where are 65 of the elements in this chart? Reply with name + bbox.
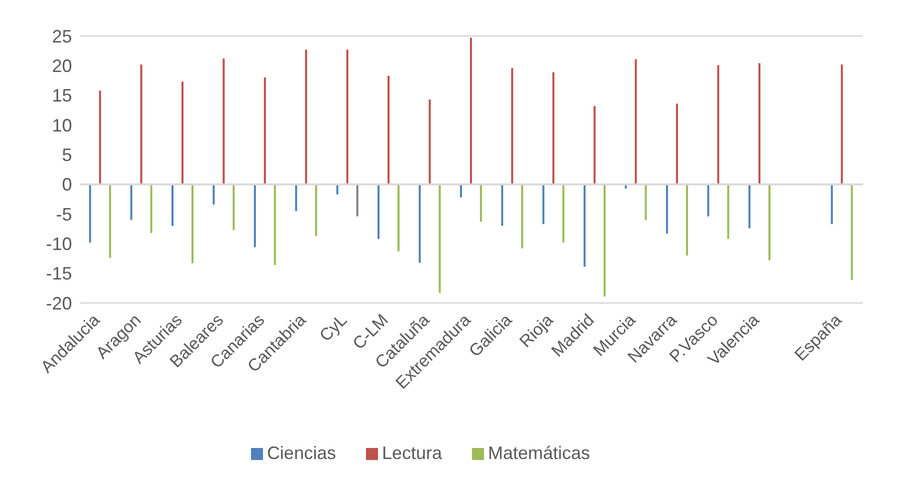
bar	[666, 184, 668, 234]
bar	[850, 184, 853, 280]
y-tick-label: 20	[52, 56, 72, 76]
bar	[470, 38, 472, 184]
bar	[552, 72, 554, 184]
bar	[480, 184, 482, 222]
bar	[686, 184, 688, 256]
bar	[305, 50, 308, 184]
bar	[428, 99, 431, 184]
y-tick-label: 0	[62, 174, 72, 195]
bar	[99, 90, 102, 184]
bar	[542, 184, 544, 224]
bar	[222, 58, 225, 184]
bar	[460, 184, 462, 198]
bar	[171, 184, 174, 226]
bar	[840, 64, 843, 184]
bar	[191, 184, 194, 264]
bar	[768, 184, 770, 260]
bar	[232, 184, 235, 230]
bar	[501, 184, 504, 226]
bar	[181, 82, 184, 184]
y-tick-label: -20	[46, 293, 72, 314]
bar	[707, 184, 710, 216]
bar	[418, 184, 421, 263]
bar	[830, 184, 833, 224]
bar	[521, 184, 524, 248]
bar	[398, 184, 400, 252]
bar	[130, 184, 132, 220]
y-tick-label: 15	[52, 86, 72, 106]
bar	[315, 184, 318, 236]
bar	[644, 184, 647, 220]
y-tick-label: 5	[62, 145, 72, 166]
bar	[264, 78, 266, 184]
bar	[378, 184, 380, 239]
bar	[604, 184, 606, 296]
bar	[109, 184, 112, 258]
bar	[212, 184, 215, 205]
legend-label: Matemáticas	[488, 443, 590, 463]
legend-label: Lectura	[382, 443, 442, 463]
bar	[295, 184, 298, 212]
bar	[356, 184, 358, 216]
bar	[717, 65, 720, 184]
y-tick-label: 10	[52, 115, 72, 136]
bar	[594, 106, 596, 184]
bar	[140, 64, 142, 184]
bar	[676, 104, 678, 184]
bar	[150, 184, 152, 233]
y-tick-label: -15	[46, 264, 72, 284]
bar	[274, 184, 276, 266]
y-tick-label: -5	[56, 204, 72, 224]
bar	[562, 184, 564, 242]
bar	[438, 184, 441, 293]
bar	[584, 184, 586, 267]
legend-label: Ciencias	[266, 443, 336, 463]
bar	[254, 184, 256, 248]
bar	[634, 59, 637, 184]
bar	[727, 184, 730, 239]
bar	[346, 50, 348, 184]
bar	[748, 184, 750, 228]
y-tick-label: 25	[52, 26, 72, 46]
bar	[758, 63, 760, 184]
bar	[388, 76, 390, 184]
y-tick-label: -10	[46, 234, 72, 254]
bar	[89, 184, 92, 242]
x-tick-label: CyL	[316, 310, 351, 346]
